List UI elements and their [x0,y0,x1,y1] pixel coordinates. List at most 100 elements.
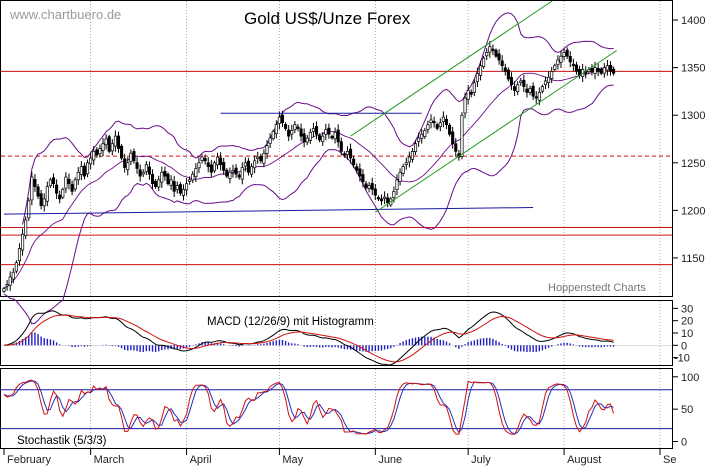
candle-body [327,127,331,135]
candle-body [305,137,309,143]
candle-body [82,165,87,177]
candle-body [79,166,83,176]
candle-body [420,133,424,139]
candle-body [138,169,142,177]
price-tick-label: 1200 [681,205,705,217]
candle-body [299,128,303,137]
month-label: February [7,454,52,466]
candle-body [129,152,133,162]
candle-body [154,180,158,187]
candle-body [534,96,538,99]
candle-body [550,71,554,79]
candle-body [513,86,517,91]
candle-body [104,138,108,146]
month-gridlines [90,1,661,448]
candle-body [126,162,130,171]
candle-body [181,189,186,196]
candle-body [432,121,436,124]
candle-body [596,68,600,72]
candle-body [67,178,71,185]
candle-body [367,185,371,189]
candle-body [429,119,433,124]
candle-body [284,124,288,129]
candle-body [228,171,232,179]
candle-body [36,186,40,197]
candle-body [277,116,281,124]
source-label: Hoppenstedt Charts [548,282,646,294]
candle-body [144,164,148,172]
trend-lines [3,0,617,215]
candle-body [438,122,442,127]
candle-body [358,168,362,177]
candle-body [135,162,139,169]
macd-series [3,310,615,366]
candle-body [11,271,15,280]
candle-body [21,233,25,251]
candle-body [287,129,291,137]
horizontal-lines [1,70,672,430]
candle-body [92,151,96,161]
candle-body [506,69,510,80]
candle-body [51,177,56,185]
candle-body [463,97,467,114]
candle-body [454,143,458,152]
candle-body [206,162,210,167]
macd-signal-line [3,314,614,363]
candle-body [169,179,173,186]
candle-body [42,198,46,207]
bollinger-bands [3,12,614,325]
candle-body [404,162,408,165]
candle-body [33,178,37,187]
stochastic-label: Stochastik (5/3/3) [17,435,107,447]
candle-body [491,48,495,51]
candle-body [8,276,12,286]
candle-body [113,135,117,147]
candle-body [410,151,415,160]
candle-body [262,152,266,164]
candle-body [24,219,28,236]
candle-body [240,167,244,180]
candle-body [191,173,195,181]
macd-line [3,310,614,366]
candle-body [543,80,548,86]
candle-body [469,91,473,95]
candle-body [531,85,535,97]
candle-body [497,53,501,61]
candle-body [120,145,124,159]
candle-body [519,80,523,83]
candle-body [339,141,343,152]
candle-body [395,179,399,190]
candle-body [101,143,105,151]
candle-body [45,186,49,202]
candle-body [249,166,254,175]
month-label: May [282,454,303,466]
price-tick-label: 1350 [681,63,705,75]
candle-body [503,67,507,72]
candle-body [565,49,569,57]
price-tick-label: 1150 [681,253,705,265]
stochastic-d-line [3,380,614,435]
candle-body [568,56,572,63]
candle-body [559,55,563,63]
candle-body [386,197,390,204]
candle-body [435,124,439,129]
candle-body [426,124,430,130]
candle-body [478,65,483,76]
candle-body [423,130,427,137]
candle-body [5,284,9,287]
candle-body [123,158,127,168]
candle-body [417,137,421,142]
month-label: June [378,454,402,466]
candle-body [608,64,613,72]
candle-body [200,156,204,161]
candle-body [599,68,603,74]
candle-body [556,59,560,66]
candle-body [355,166,359,171]
price-panel-frame [0,0,673,297]
candle-body [197,162,201,169]
month-label: August [567,454,601,466]
candle-body [349,148,353,159]
candle-body [194,168,198,177]
channel-line [375,50,617,213]
